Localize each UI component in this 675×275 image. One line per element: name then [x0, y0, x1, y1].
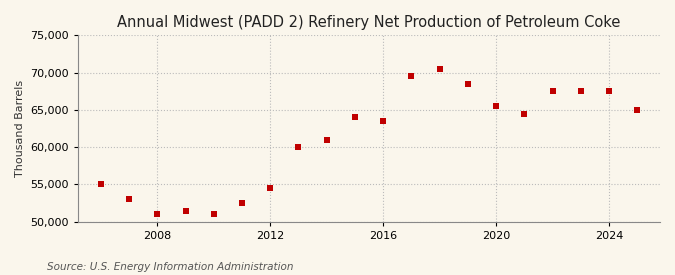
Point	[350, 115, 360, 120]
Point	[95, 182, 106, 187]
Point	[265, 186, 275, 190]
Point	[491, 104, 502, 108]
Point	[124, 197, 134, 202]
Point	[321, 138, 332, 142]
Title: Annual Midwest (PADD 2) Refinery Net Production of Petroleum Coke: Annual Midwest (PADD 2) Refinery Net Pro…	[117, 15, 621, 30]
Point	[462, 82, 473, 86]
Text: Source: U.S. Energy Information Administration: Source: U.S. Energy Information Administ…	[47, 262, 294, 272]
Y-axis label: Thousand Barrels: Thousand Barrels	[15, 80, 25, 177]
Point	[209, 212, 219, 216]
Point	[547, 89, 558, 94]
Point	[378, 119, 389, 123]
Point	[576, 89, 587, 94]
Point	[632, 108, 643, 112]
Point	[434, 67, 445, 71]
Point	[237, 201, 248, 205]
Point	[152, 212, 163, 216]
Point	[519, 111, 530, 116]
Point	[180, 208, 191, 213]
Point	[293, 145, 304, 149]
Point	[406, 74, 417, 79]
Point	[603, 89, 614, 94]
